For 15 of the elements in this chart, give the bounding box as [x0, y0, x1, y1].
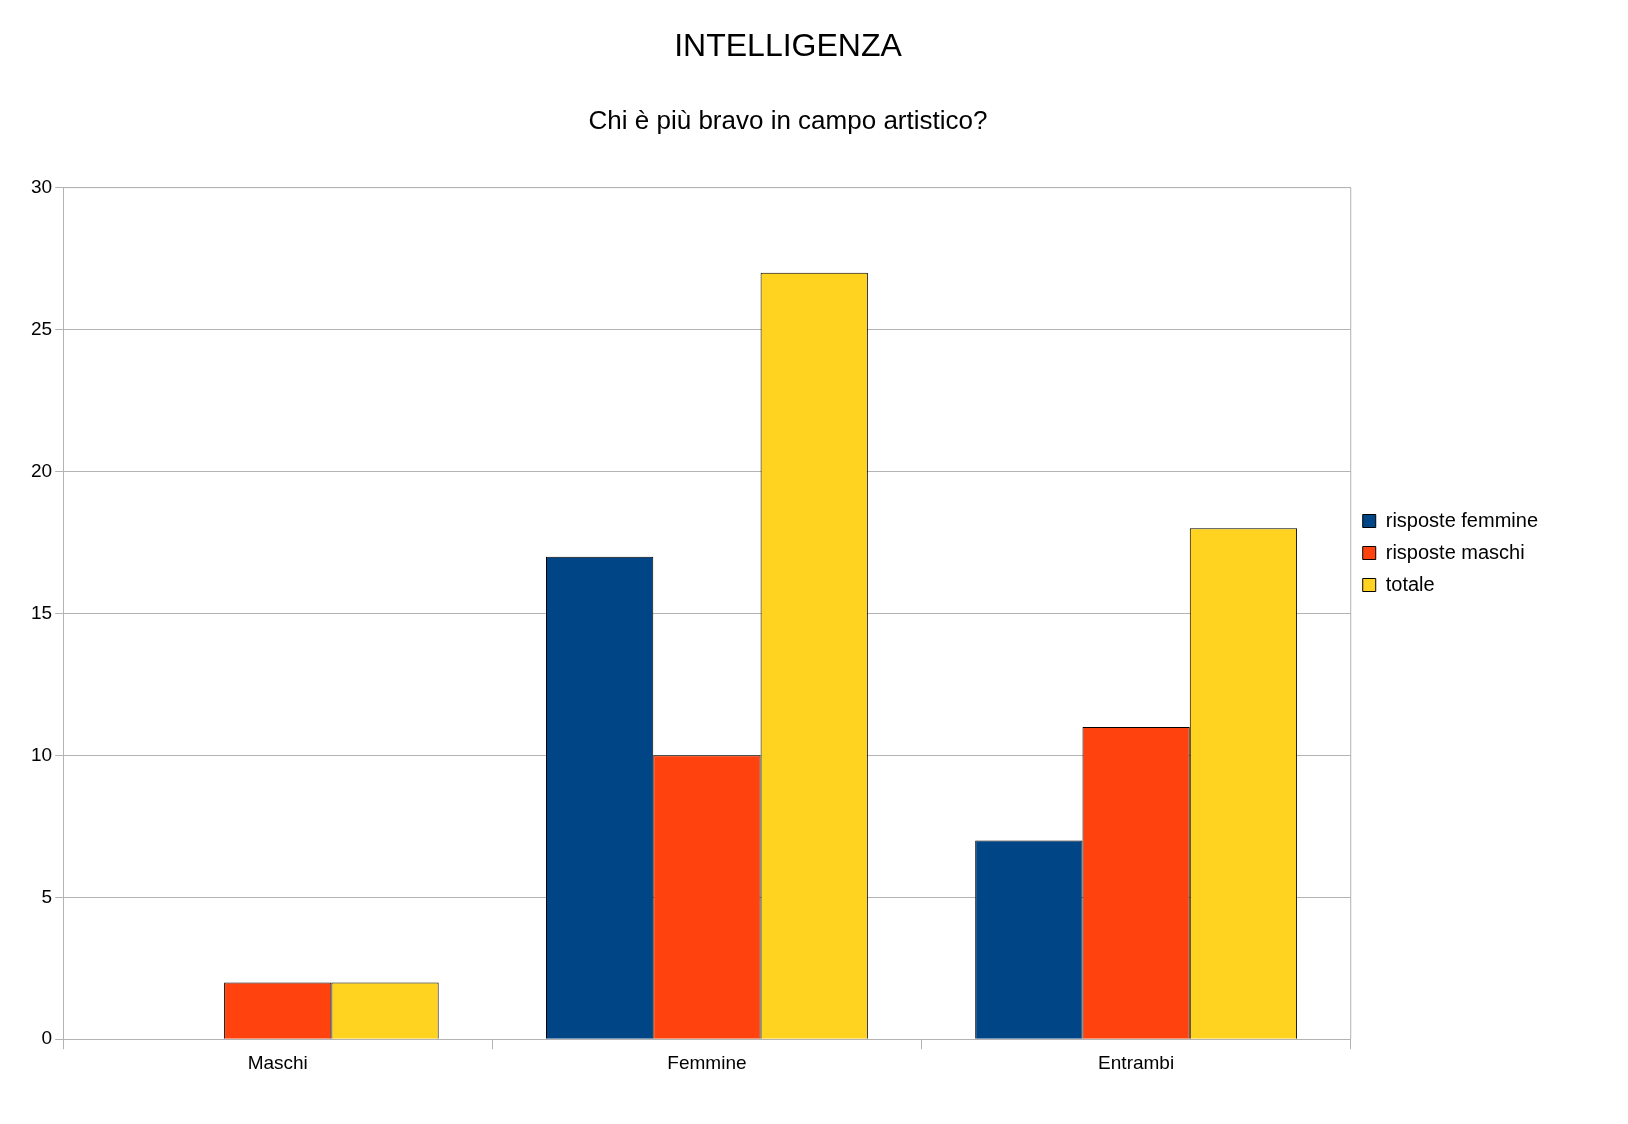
y-tick-label: 30: [30, 175, 53, 197]
legend-label: risposte femmine: [1385, 508, 1539, 531]
x-tick-label: Maschi: [247, 1051, 308, 1073]
x-tick-label: Entrambi: [1098, 1051, 1175, 1073]
legend-label: risposte maschi: [1385, 540, 1525, 563]
y-tick-label: 5: [41, 885, 53, 907]
legend-label: totale: [1385, 572, 1435, 595]
y-tick-label: 0: [41, 1027, 53, 1049]
x-tick-label: Femmine: [667, 1051, 747, 1073]
chart-subtitle: Chi è più bravo in campo artistico?: [588, 105, 988, 136]
chart-title: INTELLIGENZA: [674, 27, 903, 64]
y-tick-label: 20: [30, 459, 53, 481]
y-tick-label: 25: [30, 317, 53, 339]
y-tick-label: 15: [30, 601, 53, 623]
y-tick-label: 10: [30, 743, 53, 765]
